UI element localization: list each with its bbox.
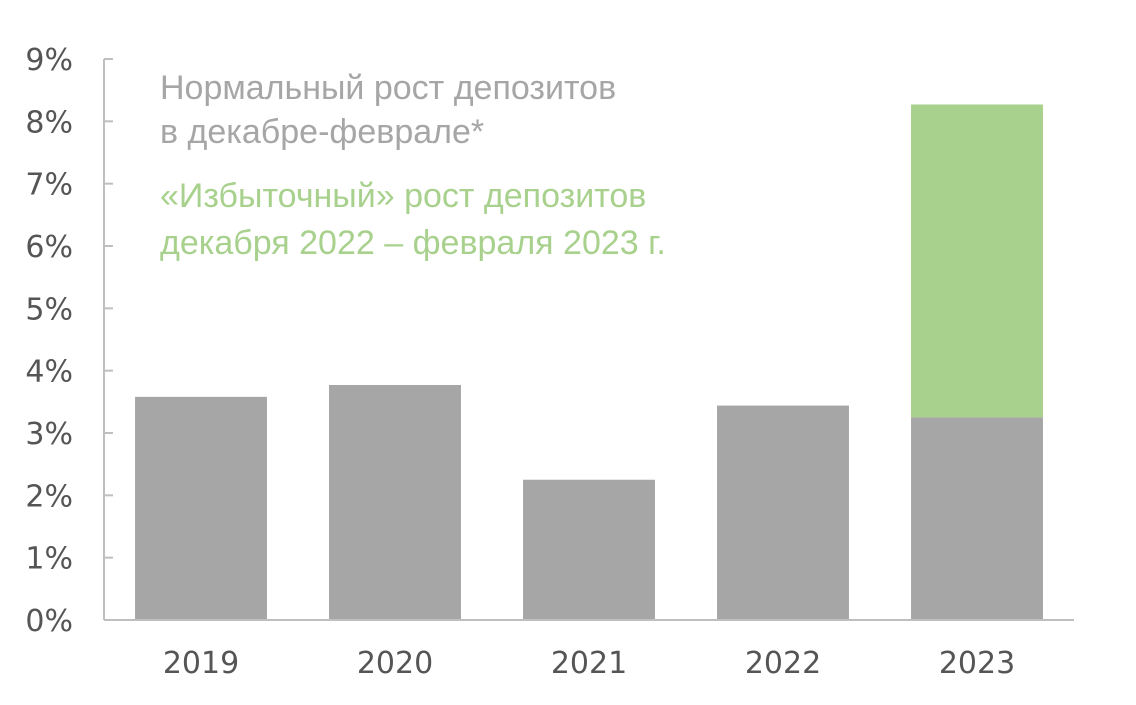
- y-tick-label: 8%: [25, 105, 73, 140]
- y-tick-label: 6%: [25, 230, 73, 265]
- y-tick-label: 0%: [25, 604, 73, 639]
- legend-series-1-line-1: Нормальный рост депозитов: [160, 69, 616, 107]
- y-tick-label: 2%: [25, 479, 73, 514]
- bar-2023-series-1: [911, 417, 1043, 620]
- y-tick-label: 1%: [25, 542, 73, 577]
- x-axis: 2019 2020 2021 2022 2023: [104, 619, 1074, 681]
- legend: Нормальный рост депозитов в декабре-февр…: [160, 69, 666, 262]
- x-tick-label: 2023: [939, 646, 1015, 681]
- bar-2023-series-2: [911, 104, 1043, 418]
- x-tick-label: 2021: [551, 646, 627, 681]
- x-tick-label: 2019: [163, 646, 239, 681]
- bar-2019-series-1: [135, 396, 267, 620]
- y-tick-label: 7%: [25, 168, 73, 203]
- bar-2020-series-1: [329, 385, 461, 620]
- bar-2022-series-1: [717, 405, 849, 620]
- y-tick-label: 3%: [25, 417, 73, 452]
- y-tick-label: 4%: [25, 355, 73, 390]
- y-tick-label: 5%: [25, 292, 73, 327]
- x-tick-label: 2022: [745, 646, 821, 681]
- legend-series-2-line-2: декабря 2022 – февраля 2023 г.: [160, 224, 666, 262]
- x-tick-label: 2020: [357, 646, 433, 681]
- y-axis: 0% 1% 2% 3% 4% 5% 6% 7% 8% 9%: [25, 43, 113, 639]
- legend-series-2-line-1: «Избыточный» рост депозитов: [160, 177, 646, 215]
- y-tick-label: 9%: [25, 43, 73, 78]
- legend-series-1-line-2: в декабре-феврале*: [160, 113, 484, 151]
- bars: [135, 104, 1043, 620]
- bar-2021-series-1: [523, 479, 655, 620]
